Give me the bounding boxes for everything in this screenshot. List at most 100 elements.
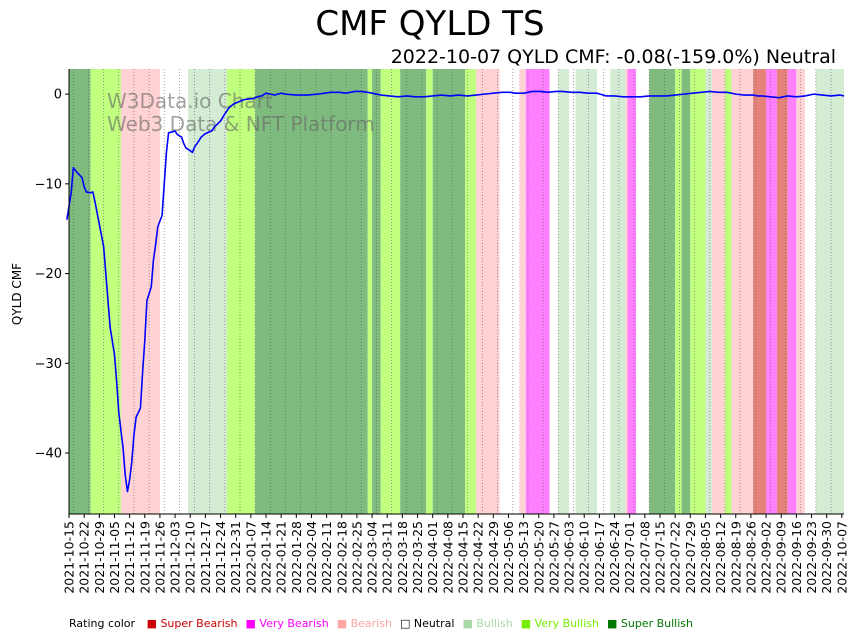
x-tick-label: 2022-08-05 (698, 521, 713, 594)
x-tick-label: 2021-11-19 (137, 521, 152, 594)
legend-label-bearish: Bearish (350, 617, 392, 630)
chart-subtitle: 2022-10-07 QYLD CMF: -0.08(-159.0%) Neut… (390, 46, 836, 68)
rating-band-very-bullish (380, 69, 401, 514)
x-tick-label: 2022-04-22 (471, 521, 486, 594)
x-tick-label: 2022-06-03 (562, 521, 577, 594)
rating-band-super-bearish (753, 69, 767, 514)
rating-band-super-bullish (400, 69, 427, 514)
axes (68, 69, 844, 515)
x-tick-label: 2022-05-13 (516, 521, 531, 594)
rating-band-bullish (610, 69, 626, 514)
x-tick-label: 2021-11-12 (122, 521, 137, 594)
rating-band-neutral (636, 69, 650, 514)
x-tick-label: 2022-07-22 (668, 521, 683, 594)
y-tick-label: −10 (35, 177, 62, 192)
x-tick-label: 2022-04-01 (425, 521, 440, 594)
rating-band-neutral (569, 69, 576, 514)
watermark-line-2: Web3 Data & NFT Platform (107, 112, 375, 136)
legend-swatch-very-bearish: ■ (245, 617, 260, 630)
x-tick-label: 2021-12-17 (198, 521, 213, 594)
x-tick-label: 2022-05-06 (501, 521, 516, 594)
x-tick-label: 2022-06-24 (607, 521, 622, 594)
x-tick-label: 2022-03-11 (380, 521, 395, 594)
legend-label-very-bullish: Very Bullish (534, 617, 599, 630)
rating-band-super-bearish (776, 69, 788, 514)
legend-swatch-super-bullish: ■ (606, 617, 621, 630)
legend-swatch-bearish: ■ (336, 617, 351, 630)
x-tick-label: 2022-03-18 (395, 521, 410, 594)
y-tick-label: −40 (35, 446, 62, 461)
rating-band-super-bullish (255, 69, 368, 514)
rating-band-bullish (558, 69, 570, 514)
x-tick-label: 2022-07-01 (622, 521, 637, 594)
x-tick-label: 2022-07-08 (637, 521, 652, 594)
legend-swatch-very-bullish: ■ (520, 617, 535, 630)
legend-swatch-super-bearish: ■ (146, 617, 161, 630)
x-tick-label: 2022-01-28 (289, 521, 304, 594)
x-ticks: 2021-10-15 2021-10-22 2021-10-29 2021-11-05… (62, 514, 849, 594)
legend-label-super-bearish: Super Bearish (160, 617, 238, 630)
chart-title: CMF QYLD TS (315, 4, 545, 44)
watermark: W3Data.io Chart Web3 Data & NFT Platform (107, 89, 375, 136)
legend-label-bullish: Bullish (476, 617, 513, 630)
x-tick-label: 2021-11-05 (107, 521, 122, 594)
legend-swatch-neutral: □ (399, 617, 414, 630)
x-tick-label: 2022-03-04 (365, 521, 380, 594)
x-tick-label: 2022-07-29 (683, 521, 698, 594)
rating-legend: Rating color ■ Super Bearish ■ Very Beari… (69, 617, 693, 630)
x-tick-label: 2022-05-20 (531, 521, 546, 594)
x-tick-label: 2022-02-18 (334, 521, 349, 594)
rating-bands (69, 69, 844, 514)
legend-label-super-bullish: Super Bullish (620, 617, 693, 630)
x-tick-label: 2022-04-08 (440, 521, 455, 594)
y-axis-label: QYLD CMF (10, 263, 24, 325)
x-tick-label: 2022-04-29 (486, 521, 501, 594)
rating-band-super-bullish (432, 69, 466, 514)
rating-band-neutral (499, 69, 520, 514)
x-tick-label: 2022-01-07 (243, 521, 258, 594)
rating-band-bearish (731, 69, 754, 514)
rating-band-very-bullish (227, 69, 256, 514)
x-tick-label: 2022-02-04 (304, 521, 319, 594)
x-tick-label: 2022-08-12 (713, 521, 728, 594)
y-tick-label: −20 (35, 267, 62, 282)
x-tick-label: 2021-12-31 (228, 521, 243, 594)
x-tick-label: 2021-12-24 (213, 521, 228, 594)
rating-band-very-bullish (465, 69, 476, 514)
x-tick-label: 2022-09-16 (789, 521, 804, 594)
x-tick-label: 2022-09-02 (759, 521, 774, 594)
legend-swatch-bullish: ■ (462, 617, 477, 630)
x-tick-label: 2022-03-25 (410, 521, 425, 594)
rating-band-bearish (625, 69, 628, 514)
x-tick-label: 2022-09-30 (819, 521, 834, 594)
data-series (66, 90, 845, 493)
x-tick-label: 2021-11-26 (152, 521, 167, 594)
rating-band-bullish (831, 69, 844, 514)
x-tick-label: 2022-05-27 (546, 521, 561, 594)
rating-band-super-bullish (69, 69, 91, 514)
rating-band-bearish (711, 69, 725, 514)
x-tick-label: 2021-12-03 (168, 521, 183, 594)
x-tick-label: 2022-07-15 (652, 521, 667, 594)
rating-band-neutral (549, 69, 559, 514)
rating-band-bullish (575, 69, 598, 514)
x-tick-label: 2022-01-14 (258, 521, 273, 594)
x-tick-label: 2021-12-10 (183, 521, 198, 594)
rating-band-bullish (705, 69, 712, 514)
rating-band-very-bullish (426, 69, 433, 514)
x-tick-label: 2022-04-15 (455, 521, 470, 594)
y-ticks: 0 −10 −20 −30 −40 (35, 88, 69, 461)
x-tick-label: 2022-02-25 (349, 521, 364, 594)
rating-band-very-bullish (90, 69, 121, 514)
rating-band-very-bullish (724, 69, 732, 514)
x-tick-label: 2022-01-21 (274, 521, 289, 594)
x-tick-label: 2021-10-29 (92, 521, 107, 594)
x-tick-label: 2022-08-19 (728, 521, 743, 594)
rating-band-very-bearish (627, 69, 637, 514)
rating-band-very-bearish (787, 69, 797, 514)
x-tick-label: 2022-02-11 (319, 521, 334, 594)
rating-band-bullish (815, 69, 832, 514)
rating-band-super-bullish (681, 69, 691, 514)
x-tick-label: 2021-10-22 (77, 521, 92, 594)
